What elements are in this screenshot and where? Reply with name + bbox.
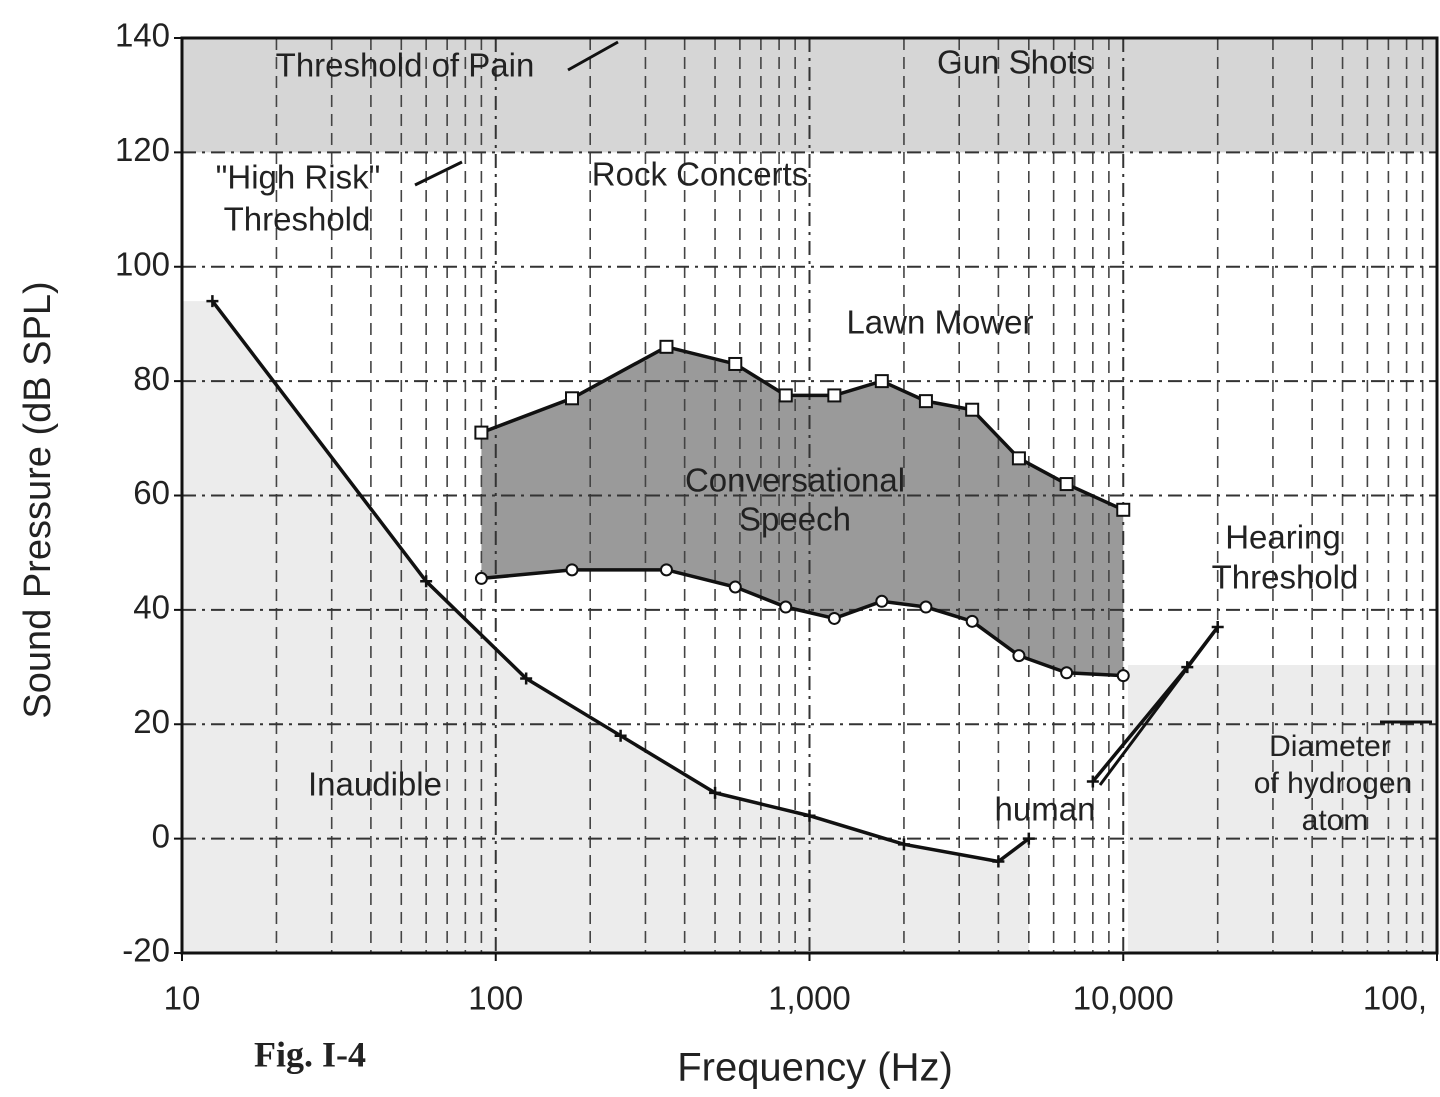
arrow	[1098, 626, 1220, 786]
annotation: Conversational	[685, 462, 905, 499]
y-tick-label: 80	[133, 360, 170, 397]
point	[659, 339, 674, 354]
annotation: Diameter	[1269, 730, 1391, 763]
point	[1060, 666, 1074, 680]
series-line	[481, 568, 1124, 678]
point	[779, 600, 793, 614]
annotation: of hydrogen	[1254, 767, 1412, 800]
arrow	[567, 40, 619, 72]
annotation: Threshold of Pain	[276, 47, 535, 84]
annotation: Lawn Mower	[846, 304, 1033, 341]
point	[420, 575, 433, 588]
point	[827, 611, 841, 625]
annotation: "High Risk"	[216, 159, 381, 196]
y-tick-label: 20	[133, 703, 170, 740]
point	[1022, 832, 1035, 845]
point	[474, 425, 489, 440]
annotation: Threshold	[1212, 559, 1359, 596]
annotation: atom	[1302, 804, 1369, 837]
annotation: Hearing	[1225, 519, 1341, 556]
y-tick-label: 100	[115, 245, 170, 282]
caption: Fig. I-4	[254, 1034, 366, 1074]
point	[919, 600, 933, 614]
point	[474, 571, 488, 585]
y-tick-label: 40	[133, 589, 170, 626]
y-tick-label: 0	[152, 817, 170, 854]
point	[709, 786, 722, 799]
point	[728, 356, 743, 371]
point	[918, 394, 933, 409]
point	[728, 580, 742, 594]
point	[778, 388, 793, 403]
annotation: human	[995, 791, 1096, 828]
x-axis-title: Frequency (Hz)	[677, 1046, 953, 1090]
point	[520, 672, 533, 685]
point	[992, 855, 1005, 868]
arrow	[414, 160, 463, 187]
x-tick-label: 100	[468, 980, 523, 1017]
point	[1116, 502, 1131, 517]
inaudible-region	[182, 301, 1029, 953]
point	[565, 563, 579, 577]
annotation: Speech	[739, 501, 851, 538]
point	[875, 594, 889, 608]
annotation: Gun Shots	[937, 44, 1093, 81]
speech-region	[481, 346, 1124, 676]
x-tick-label: 10,000	[1073, 980, 1174, 1017]
y-tick-label: 60	[133, 474, 170, 511]
point	[1012, 649, 1026, 663]
annotation: Rock Concerts	[592, 156, 808, 193]
x-tick-label: 10	[164, 980, 201, 1017]
y-tick-label: 140	[115, 17, 170, 54]
plot-frame	[180, 36, 1439, 955]
point	[965, 402, 980, 417]
point	[874, 374, 889, 389]
y-tick-label: 120	[115, 131, 170, 168]
point	[827, 388, 842, 403]
annotation: Inaudible	[308, 766, 442, 803]
point	[565, 391, 580, 406]
x-tick-label: 1,000	[768, 980, 851, 1017]
point	[1086, 775, 1099, 788]
point	[614, 729, 627, 742]
point	[965, 614, 979, 628]
point	[1059, 477, 1074, 492]
point	[1011, 451, 1026, 466]
series-line	[480, 344, 1124, 512]
point	[1116, 669, 1130, 683]
point	[897, 838, 910, 851]
point	[803, 809, 816, 822]
y-axis-title: Sound Pressure (dB SPL)	[17, 281, 59, 718]
x-tick-label: 100,	[1363, 980, 1427, 1017]
y-tick-label: -20	[122, 932, 170, 969]
annotation: Threshold	[224, 201, 371, 238]
point	[659, 563, 673, 577]
point	[206, 295, 219, 308]
shade	[1128, 665, 1437, 953]
